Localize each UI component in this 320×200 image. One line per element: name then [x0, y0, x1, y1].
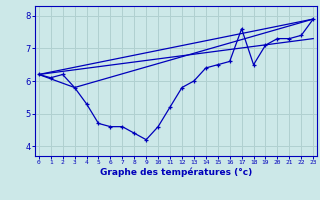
X-axis label: Graphe des températures (°c): Graphe des températures (°c)	[100, 168, 252, 177]
